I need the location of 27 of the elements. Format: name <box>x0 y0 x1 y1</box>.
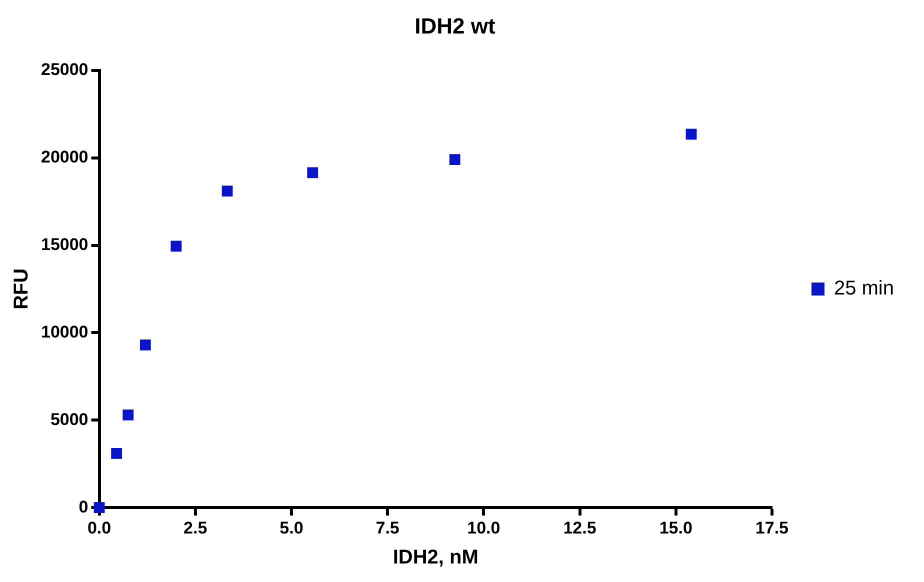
x-tick-label: 5.0 <box>280 518 304 538</box>
y-tick-label: 10000 <box>40 322 88 342</box>
point <box>122 409 134 420</box>
point <box>170 240 182 252</box>
point <box>222 186 233 197</box>
y-tick-label: 20000 <box>40 148 88 167</box>
chart-title: IDH2 wt <box>414 13 496 38</box>
x-tick-label: 2.5 <box>184 518 208 538</box>
point <box>94 502 105 514</box>
y-axis-title: RFU <box>10 268 33 310</box>
x-tick-label: 15.0 <box>659 518 692 538</box>
point <box>307 167 318 178</box>
y-tick-label: 25000 <box>40 60 88 80</box>
point <box>140 340 151 350</box>
x-tick-label: 12.5 <box>563 518 596 538</box>
point <box>449 154 460 166</box>
y-tick-label: 15000 <box>40 234 88 254</box>
x-tick-label: 7.5 <box>376 518 400 538</box>
y-tick-label: 0 <box>78 497 88 516</box>
x-tick-label: 10.0 <box>467 518 500 538</box>
x-tick-label: 17.5 <box>755 518 789 538</box>
point <box>111 448 122 459</box>
x-axis-title: IDH2, nM <box>392 546 478 569</box>
point <box>686 128 697 140</box>
x-tick-label: 0.0 <box>87 518 112 538</box>
legend-label: 25 min <box>834 278 894 300</box>
y-tick-label: 5000 <box>50 410 88 429</box>
